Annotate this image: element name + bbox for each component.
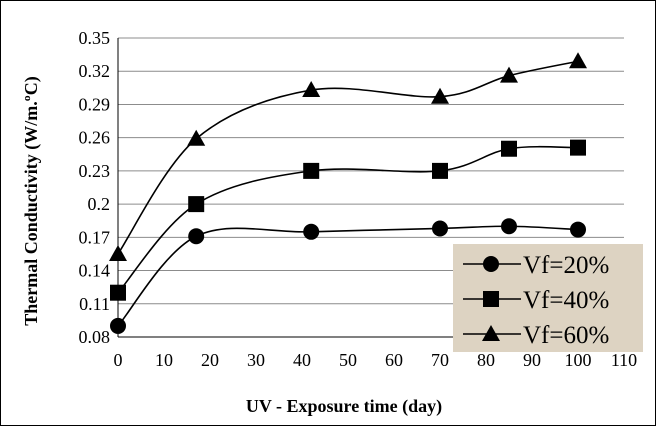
y-tick-label: 0.17: [79, 227, 111, 247]
legend-label: Vf=60%: [523, 322, 609, 349]
series-square: [110, 139, 586, 301]
data-point: [303, 162, 320, 179]
series-circle: [110, 218, 586, 334]
tick-labels: 0.08 0.11 0.14 0.17 0.2 0.23 0.26 0.29 0.32 0.35 0…: [79, 28, 638, 370]
x-tick-label: 20: [201, 350, 219, 370]
x-tick-label: 40: [293, 350, 311, 370]
x-tick-label: 70: [431, 350, 449, 370]
x-tick-label: 10: [155, 350, 173, 370]
y-tick-label: 0.26: [79, 128, 111, 148]
y-tick-label: 0.35: [79, 28, 111, 48]
y-tick-label: 0.14: [79, 261, 111, 281]
y-tick-label: 0.08: [79, 327, 111, 347]
x-tick-label: 30: [247, 350, 265, 370]
data-point: [187, 129, 206, 146]
legend-marker: [483, 256, 499, 272]
y-axis-title: Thermal Conductivity (W/m.ºC): [21, 76, 42, 325]
x-tick-label: 60: [385, 350, 403, 370]
data-point: [109, 244, 127, 261]
x-axis-title: UV - Exposure time (day): [246, 396, 442, 417]
data-point: [501, 140, 517, 157]
data-point: [500, 66, 518, 83]
data-point: [570, 221, 586, 238]
x-tick-label: 50: [339, 350, 357, 370]
data-point: [303, 223, 320, 240]
data-point: [110, 317, 126, 334]
data-point: [501, 218, 517, 235]
data-point: [188, 228, 205, 245]
series-triangle: [109, 52, 587, 261]
legend: Vf=20% Vf=40% Vf=60%: [453, 244, 643, 352]
data-point: [302, 81, 321, 98]
x-tick-label: 80: [477, 350, 495, 370]
x-tick-label: 110: [611, 350, 637, 370]
legend-label: Vf=40%: [523, 287, 609, 314]
x-tick-label: 90: [523, 350, 541, 370]
x-tick-label: 100: [565, 350, 592, 370]
legend-marker: [483, 291, 499, 307]
data-point: [569, 52, 587, 69]
data-point: [431, 87, 449, 104]
y-tick-label: 0.11: [79, 294, 110, 314]
y-tick-label: 0.32: [79, 61, 111, 81]
x-tick-label: 0: [114, 350, 123, 370]
y-tick-label: 0.23: [79, 161, 111, 181]
legend-label: Vf=20%: [523, 252, 609, 279]
data-point: [432, 220, 448, 237]
data-point: [432, 162, 448, 179]
data-point: [110, 284, 126, 301]
data-point: [188, 196, 205, 213]
y-tick-label: 0.29: [79, 94, 111, 114]
y-tick-label: 0.2: [88, 194, 111, 214]
data-point: [570, 139, 586, 156]
legend-marker: [482, 325, 500, 341]
series-lines: [109, 52, 587, 334]
